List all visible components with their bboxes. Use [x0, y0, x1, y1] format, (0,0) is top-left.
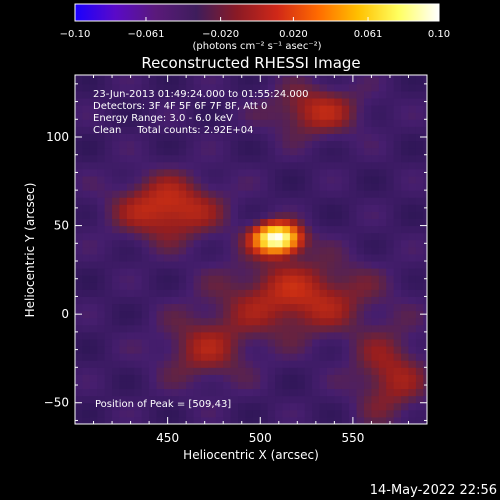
colorbar-tick-label: −0.020 [202, 29, 239, 40]
y-axis-label: Heliocentric Y (arcsec) [23, 183, 37, 318]
annotation-clean-counts: Clean Total counts: 2.92E+04 [93, 125, 253, 136]
annotation-detectors: Detectors: 3F 4F 5F 6F 7F 8F, Att 0 [93, 101, 267, 112]
colorbar-ticks: −0.10 −0.061 −0.020 0.020 0.061 0.10 [60, 17, 450, 40]
colorbar-tick-label: 0.061 [354, 29, 383, 40]
colorbar-tick-label: 0.020 [279, 29, 308, 40]
colorbar-tick-label: −0.061 [127, 29, 164, 40]
plot-frame [74, 74, 428, 425]
chart-title: Reconstructed RHESSI Image [141, 54, 360, 72]
colorbar [75, 4, 439, 21]
y-tick-label: 0 [61, 307, 69, 321]
x-axis-label: Heliocentric X (arcsec) [183, 448, 319, 462]
x-tick-label: 550 [341, 431, 364, 445]
colorbar-tick-label: −0.10 [60, 29, 91, 40]
colorbar-frame [74, 3, 440, 22]
x-tick-label: 450 [156, 431, 179, 445]
colorbar-tick-label: 0.10 [428, 29, 450, 40]
annotation-time-range: 23-Jun-2013 01:49:24.000 to 01:55:24.000 [93, 89, 309, 100]
heatmap-image [75, 75, 427, 424]
y-tick-label: −50 [44, 396, 69, 410]
footer-timestamp: 14-May-2022 22:56 [370, 483, 497, 498]
peak-position-label: Position of Peak = [509,43] [95, 399, 231, 410]
x-tick-label: 500 [249, 431, 272, 445]
axis-ticks: 450 500 550 −50 0 50 100 [44, 75, 428, 445]
colorbar-units-label: (photons cm⁻² s⁻¹ asec⁻²) [192, 41, 321, 52]
y-tick-label: 100 [46, 130, 69, 144]
annotation-energy-range: Energy Range: 3.0 - 6.0 keV [93, 113, 233, 124]
y-tick-label: 50 [54, 219, 69, 233]
